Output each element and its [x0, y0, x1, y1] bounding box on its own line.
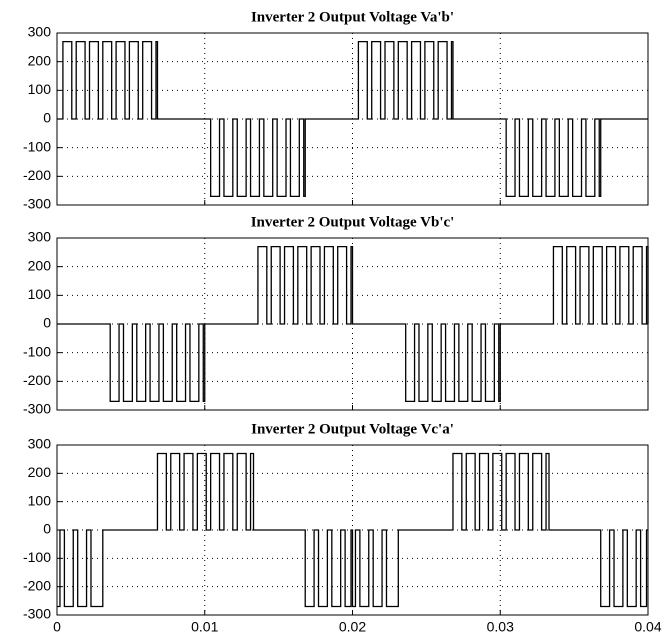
y-tick-label: 100 [28, 81, 52, 97]
waveform [57, 40, 648, 198]
y-tick-label: -100 [23, 343, 51, 359]
y-tick-label: -300 [23, 401, 51, 417]
y-tick-label: -200 [23, 167, 51, 183]
chart-title: Inverter 2 Output Voltage Va'b' [251, 9, 454, 25]
x-tick-label: 0 [53, 619, 61, 635]
y-tick-label: 200 [28, 52, 52, 68]
chart-title: Inverter 2 Output Voltage Vb'c' [251, 214, 455, 230]
plot-frame [56, 237, 649, 411]
y-tick-label: -100 [23, 549, 51, 565]
y-tick-label: 100 [28, 492, 52, 508]
y-tick-label: -300 [23, 196, 51, 212]
y-tick-label: -300 [23, 606, 51, 622]
y-tick-label: 200 [28, 464, 52, 480]
y-tick-label: -200 [23, 372, 51, 388]
x-tick-label: 0.04 [634, 619, 661, 635]
y-tick-label: 0 [43, 521, 51, 537]
y-tick-label: 300 [28, 24, 52, 40]
waveform [57, 245, 649, 403]
plot-frame [56, 444, 649, 616]
y-tick-label: 300 [28, 229, 52, 245]
x-tick-label: 0.02 [339, 619, 366, 635]
chart-title: Inverter 2 Output Voltage Vc'a' [251, 421, 454, 437]
x-tick-label: 0.01 [191, 619, 218, 635]
x-tick-label: 0.03 [487, 619, 514, 635]
y-tick-label: 300 [28, 436, 52, 452]
y-tick-label: 0 [43, 110, 51, 126]
y-tick-label: 200 [28, 257, 52, 273]
plot-frame [56, 32, 649, 206]
waveform [57, 452, 648, 608]
y-tick-label: 0 [43, 315, 51, 331]
y-tick-label: -100 [23, 138, 51, 154]
y-tick-label: -200 [23, 577, 51, 593]
y-tick-label: 100 [28, 286, 52, 302]
